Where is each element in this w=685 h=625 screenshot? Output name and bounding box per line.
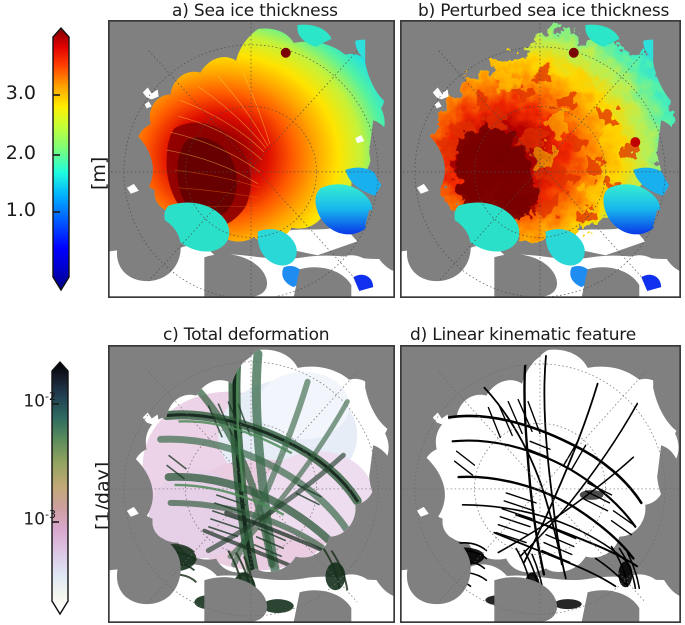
colorbar-thickness — [38, 24, 100, 296]
colorbar-deformation — [34, 358, 100, 620]
colorbar-deformation-label-1e-3: 10-3 — [0, 508, 56, 530]
colorbar-deformation-exponent-2: -3 — [45, 508, 56, 521]
panel-title-a: a) Sea ice thickness — [172, 1, 338, 21]
colorbar-deformation-bar — [51, 360, 69, 616]
panel-title-c: c) Total deformation — [163, 325, 330, 345]
colorbar-thickness-bar — [52, 26, 70, 292]
colorbar-deformation-mantissa-2: 10 — [23, 509, 46, 530]
colorbar-deformation-label-1e-2: 10-2 — [0, 390, 56, 412]
colorbar-thickness-label-1: 1.0 — [5, 199, 36, 221]
map-panel-a[interactable] — [108, 20, 395, 298]
map-panel-d[interactable] — [400, 345, 681, 623]
colorbar-thickness-label-2: 2.0 — [5, 142, 36, 164]
panel-title-b: b) Perturbed sea ice thickness — [418, 1, 670, 21]
map-panel-b[interactable] — [400, 20, 681, 298]
colorbar-deformation-exponent-1: -2 — [45, 390, 56, 403]
colorbar-deformation-mantissa-1: 10 — [23, 391, 46, 412]
panel-title-d: d) Linear kinematic feature — [410, 325, 636, 345]
colorbar-thickness-unit: [m] — [88, 156, 110, 190]
map-panel-c[interactable] — [108, 345, 395, 623]
colorbar-thickness-label-3: 3.0 — [5, 82, 36, 104]
